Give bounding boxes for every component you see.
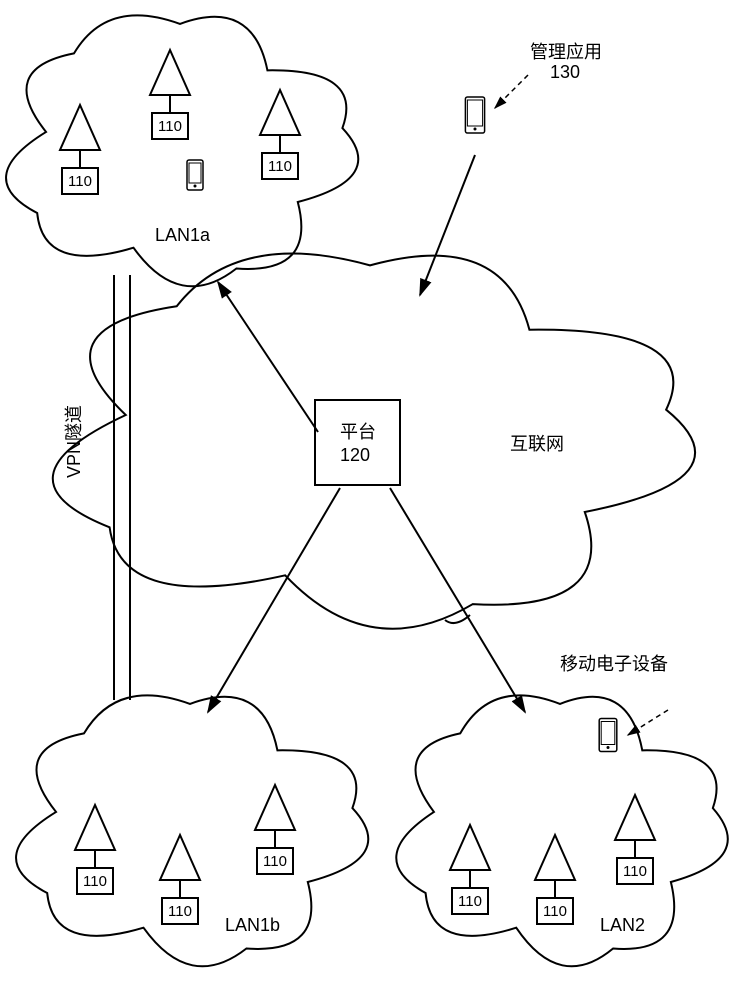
access-point: 110 <box>260 90 300 179</box>
access-point: 110 <box>60 105 100 194</box>
access-point: 110 <box>160 835 200 924</box>
internet-label: 互联网 <box>510 430 564 456</box>
ap-num-label: 110 <box>268 158 292 175</box>
platform-num: 120 <box>340 445 370 466</box>
cloud-lan2 <box>396 695 728 966</box>
ap-num-label: 110 <box>168 903 192 920</box>
vpn-tunnel-label: VPN隧道 <box>60 405 86 478</box>
lan2-label: LAN2 <box>600 915 645 936</box>
phone-icon <box>187 160 203 190</box>
management-app-label: 管理应用 <box>530 38 602 64</box>
lan1b-label: LAN1b <box>225 915 280 936</box>
lan1a-label: LAN1a <box>155 225 210 246</box>
ap-num-label: 110 <box>68 173 92 190</box>
access-point: 110 <box>615 795 655 884</box>
phone-icon <box>465 97 484 133</box>
ap-num-label: 110 <box>263 853 287 870</box>
phone-icon <box>599 719 617 752</box>
platform-title: 平台 <box>340 418 376 444</box>
mobile-device-label: 移动电子设备 <box>560 650 668 676</box>
management-app-num: 130 <box>550 62 580 83</box>
connection-arrow <box>420 155 475 295</box>
access-point: 110 <box>255 785 295 874</box>
access-point: 110 <box>75 805 115 894</box>
cloud-lan1b <box>16 695 368 966</box>
diagram-canvas: 110 110 110 110 110 110 110 110 110 <box>0 0 736 1000</box>
callout-arrow <box>495 75 528 108</box>
connection-arrow <box>208 488 340 712</box>
access-point: 110 <box>535 835 575 924</box>
access-point: 110 <box>450 825 490 914</box>
connection-arrow <box>218 282 318 432</box>
ap-num-label: 110 <box>543 903 567 920</box>
ap-num-label: 110 <box>83 873 107 890</box>
ap-num-label: 110 <box>158 118 182 135</box>
connection-arrow <box>390 488 525 712</box>
ap-num-label: 110 <box>458 893 482 910</box>
access-point: 110 <box>150 50 190 139</box>
ap-num-label: 110 <box>623 863 647 880</box>
